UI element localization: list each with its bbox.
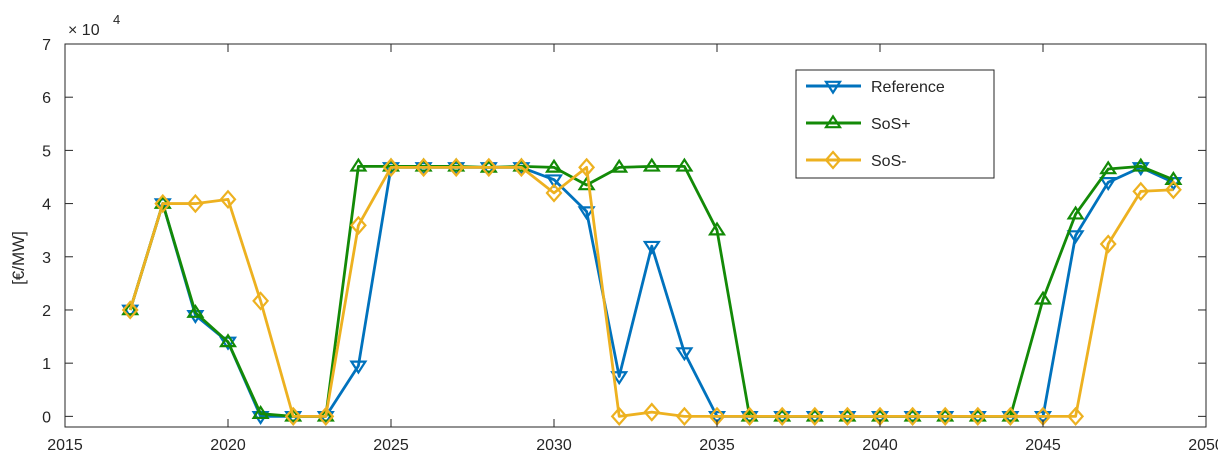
x-tick-label-4: 2035 bbox=[699, 437, 735, 454]
data-point-1-7 bbox=[349, 157, 368, 172]
data-point-2-15 bbox=[610, 406, 628, 427]
series-line-2 bbox=[128, 166, 1174, 418]
data-point-2-25 bbox=[936, 406, 954, 427]
y-scale-base: × 10 bbox=[68, 22, 100, 39]
data-point-1-31 bbox=[1131, 157, 1150, 172]
y-tick-label-7: 7 bbox=[42, 37, 51, 54]
legend-label-1: SoS+ bbox=[871, 116, 911, 133]
axes-box bbox=[64, 43, 1207, 428]
legend-marker-1 bbox=[823, 114, 843, 129]
x-tick-label-3: 2030 bbox=[536, 437, 572, 454]
y-scale-exponent: 4 bbox=[113, 12, 120, 27]
legend-marker-0 bbox=[823, 80, 843, 95]
legend: Reference SoS+ SoS- bbox=[795, 69, 995, 179]
x-tick-label-5: 2040 bbox=[862, 437, 898, 454]
data-point-2-3 bbox=[219, 189, 237, 209]
y-axis-label: [€/MW] bbox=[9, 231, 28, 285]
data-point-0-15 bbox=[610, 371, 629, 386]
data-point-2-19 bbox=[741, 406, 759, 427]
data-point-1-29 bbox=[1066, 205, 1085, 220]
y-tick-label-2: 2 bbox=[42, 303, 51, 320]
data-point-2-14 bbox=[578, 157, 596, 178]
plot-area bbox=[121, 157, 1183, 427]
data-point-1-30 bbox=[1099, 160, 1118, 175]
y-tick-label-0: 0 bbox=[42, 409, 51, 426]
data-point-1-4 bbox=[251, 405, 270, 420]
data-point-1-3 bbox=[218, 333, 238, 348]
x-tick-label-2: 2025 bbox=[373, 437, 409, 454]
data-point-2-1 bbox=[154, 193, 172, 214]
axes bbox=[64, 43, 1207, 428]
data-point-1-13 bbox=[544, 158, 564, 173]
data-point-2-22 bbox=[838, 406, 856, 427]
data-point-2-5 bbox=[284, 406, 302, 427]
data-point-1-12 bbox=[512, 157, 531, 172]
data-point-2-27 bbox=[1001, 406, 1019, 427]
data-point-2-32 bbox=[1164, 180, 1182, 200]
data-point-0-13 bbox=[544, 174, 564, 189]
data-point-2-2 bbox=[186, 193, 204, 214]
data-point-1-9 bbox=[414, 157, 433, 172]
data-point-2-30 bbox=[1099, 234, 1117, 254]
data-point-1-0 bbox=[121, 301, 140, 316]
data-point-0-14 bbox=[577, 206, 596, 221]
data-point-2-31 bbox=[1132, 181, 1150, 202]
x-tick-label-6: 2045 bbox=[1025, 437, 1061, 454]
data-point-1-15 bbox=[610, 158, 629, 173]
x-tick-label-0: 2015 bbox=[47, 437, 83, 454]
y-tick-label-1: 1 bbox=[42, 356, 51, 373]
data-point-0-17 bbox=[675, 347, 694, 362]
y-tick-label-4: 4 bbox=[42, 197, 51, 214]
data-point-2-26 bbox=[969, 406, 987, 427]
data-point-2-17 bbox=[675, 406, 693, 427]
data-point-2-12 bbox=[512, 157, 530, 178]
data-point-2-20 bbox=[773, 406, 791, 427]
y-tick-label-6: 6 bbox=[42, 90, 51, 107]
data-point-1-8 bbox=[381, 157, 401, 172]
legend-marker-2 bbox=[824, 150, 842, 170]
data-point-0-29 bbox=[1066, 230, 1085, 245]
data-point-2-29 bbox=[1067, 406, 1085, 427]
data-point-2-11 bbox=[480, 157, 498, 178]
data-point-0-30 bbox=[1099, 177, 1118, 191]
data-point-2-0 bbox=[121, 300, 139, 320]
data-point-2-21 bbox=[806, 406, 824, 427]
data-point-1-10 bbox=[447, 157, 466, 172]
data-point-1-17 bbox=[675, 157, 694, 172]
data-point-2-9 bbox=[415, 157, 433, 178]
data-point-2-13 bbox=[545, 183, 563, 203]
data-point-0-3 bbox=[218, 336, 238, 351]
data-point-2-8 bbox=[382, 157, 400, 178]
data-point-2-16 bbox=[643, 402, 661, 422]
data-point-0-7 bbox=[349, 360, 368, 375]
data-point-1-32 bbox=[1164, 170, 1183, 185]
data-point-1-2 bbox=[186, 303, 205, 318]
data-point-1-28 bbox=[1033, 290, 1053, 305]
legend-label-2: SoS- bbox=[871, 153, 907, 170]
data-point-0-16 bbox=[642, 240, 661, 255]
data-point-1-18 bbox=[707, 221, 727, 236]
data-point-2-6 bbox=[317, 406, 335, 427]
legend-label-0: Reference bbox=[871, 79, 945, 96]
y-tick-label-3: 3 bbox=[42, 250, 51, 267]
data-point-2-4 bbox=[252, 291, 270, 311]
x-tick-label-1: 2020 bbox=[210, 437, 246, 454]
data-point-2-10 bbox=[447, 157, 465, 178]
data-point-2-7 bbox=[349, 215, 367, 236]
y-tick-label-5: 5 bbox=[42, 143, 51, 160]
data-point-1-16 bbox=[642, 157, 661, 172]
data-point-2-24 bbox=[904, 406, 922, 427]
